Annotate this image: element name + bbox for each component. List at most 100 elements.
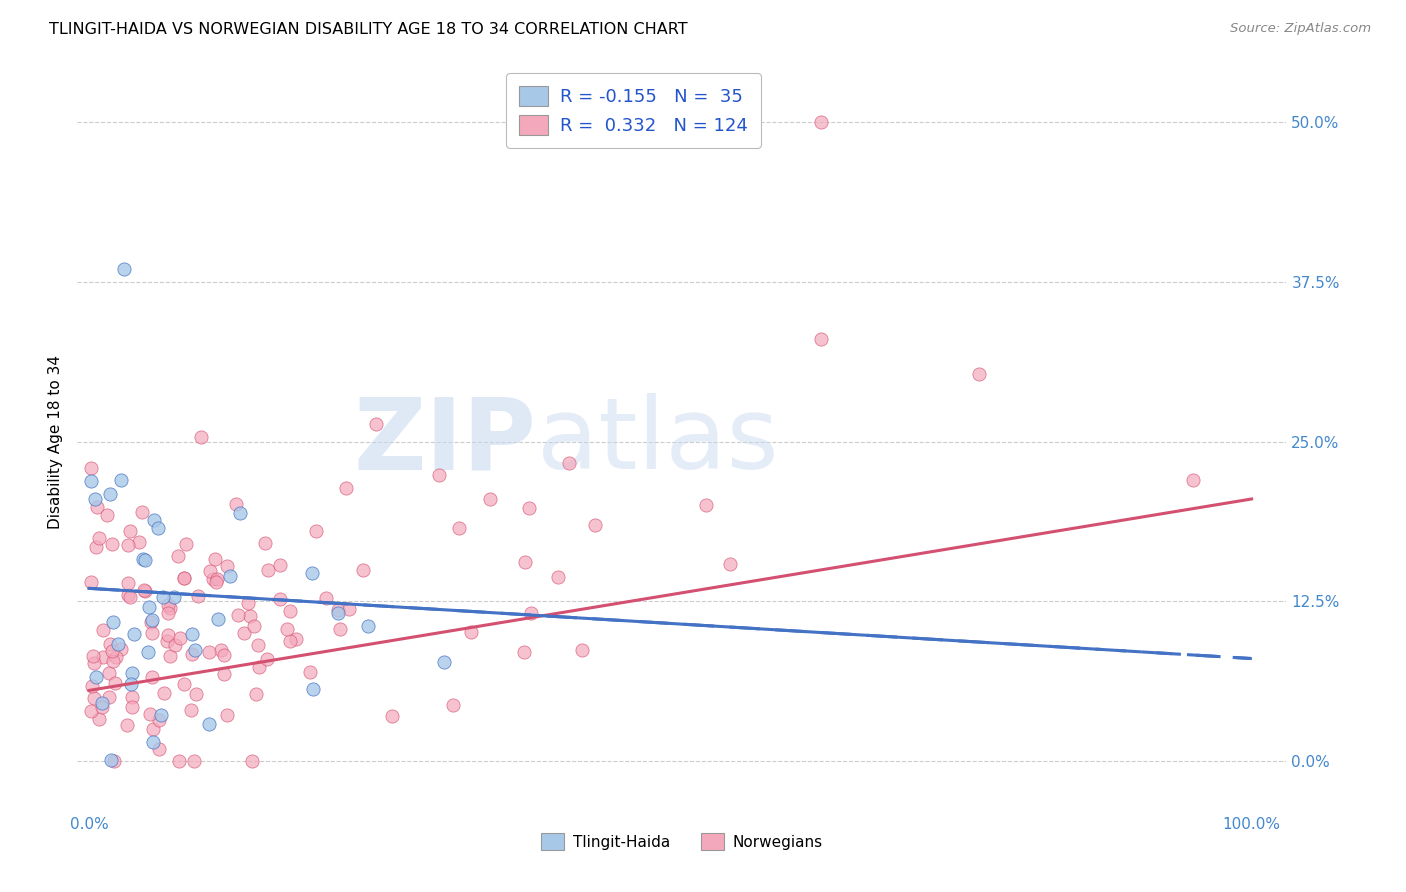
Point	[180, 703, 202, 717]
Point	[107, 637, 129, 651]
Text: Source: ZipAtlas.com: Source: ZipAtlas.com	[1230, 22, 1371, 36]
Point	[243, 618, 266, 632]
Point	[167, 754, 190, 768]
Point	[460, 625, 482, 640]
Point	[134, 584, 156, 599]
Point	[101, 536, 124, 550]
Point	[149, 707, 172, 722]
Point	[217, 558, 239, 573]
Point	[91, 624, 114, 638]
Point	[120, 590, 142, 604]
Point	[100, 644, 122, 658]
Point	[103, 754, 125, 768]
Point	[141, 614, 163, 628]
Point	[183, 754, 205, 768]
Point	[84, 670, 107, 684]
Point	[173, 677, 195, 691]
Point	[148, 742, 170, 756]
Point	[239, 609, 262, 624]
Point	[139, 615, 162, 630]
Point	[174, 536, 197, 550]
Point	[152, 590, 174, 604]
Point	[247, 660, 270, 674]
Y-axis label: Disability Age 18 to 34: Disability Age 18 to 34	[48, 354, 63, 529]
Point	[269, 591, 291, 606]
Point	[83, 656, 105, 670]
Point	[364, 417, 387, 431]
Point	[120, 524, 142, 538]
Point	[269, 558, 291, 573]
Point	[120, 676, 142, 690]
Point	[202, 572, 225, 586]
Point	[86, 500, 108, 514]
Point	[301, 566, 323, 580]
Point	[449, 521, 471, 535]
Point	[141, 670, 163, 684]
Point	[326, 606, 349, 620]
Point	[142, 723, 165, 737]
Point	[156, 634, 179, 648]
Point	[183, 642, 205, 657]
Point	[547, 570, 569, 584]
Point	[1182, 473, 1205, 487]
Point	[115, 717, 138, 731]
Point	[215, 707, 238, 722]
Point	[204, 552, 226, 566]
Point	[138, 599, 160, 614]
Point	[117, 538, 139, 552]
Point	[159, 649, 181, 664]
Point	[136, 645, 159, 659]
Point	[301, 682, 323, 697]
Point	[131, 505, 153, 519]
Point	[156, 599, 179, 613]
Point	[207, 611, 229, 625]
Point	[100, 753, 122, 767]
Point	[96, 508, 118, 523]
Point	[122, 627, 145, 641]
Legend: Tlingit-Haida, Norwegians: Tlingit-Haida, Norwegians	[534, 827, 830, 856]
Point	[229, 506, 252, 520]
Point	[84, 491, 107, 506]
Point	[117, 575, 139, 590]
Point	[104, 649, 127, 664]
Point	[695, 498, 717, 512]
Point	[80, 679, 103, 693]
Point	[205, 575, 228, 590]
Point	[98, 487, 121, 501]
Point	[558, 456, 581, 470]
Point	[257, 563, 280, 577]
Point	[101, 653, 124, 667]
Point	[583, 518, 606, 533]
Point	[247, 638, 270, 652]
Point	[335, 481, 357, 495]
Point	[159, 600, 181, 615]
Point	[80, 574, 103, 589]
Point	[198, 564, 221, 578]
Point	[83, 691, 105, 706]
Point	[197, 716, 219, 731]
Point	[276, 622, 298, 636]
Point	[329, 622, 352, 636]
Text: atlas: atlas	[537, 393, 779, 490]
Point	[156, 628, 179, 642]
Point	[163, 590, 186, 604]
Point	[352, 563, 374, 577]
Point	[97, 690, 120, 705]
Point	[153, 686, 176, 700]
Point	[167, 549, 190, 563]
Point	[165, 638, 187, 652]
Point	[80, 704, 103, 718]
Point	[103, 615, 125, 629]
Point	[84, 541, 107, 555]
Point	[571, 643, 593, 657]
Point	[427, 468, 450, 483]
Point	[180, 627, 202, 641]
Point	[173, 572, 195, 586]
Point	[128, 535, 150, 549]
Point	[132, 583, 155, 598]
Point	[141, 626, 163, 640]
Point	[91, 700, 114, 714]
Point	[479, 492, 502, 507]
Point	[142, 513, 165, 527]
Point	[205, 573, 228, 587]
